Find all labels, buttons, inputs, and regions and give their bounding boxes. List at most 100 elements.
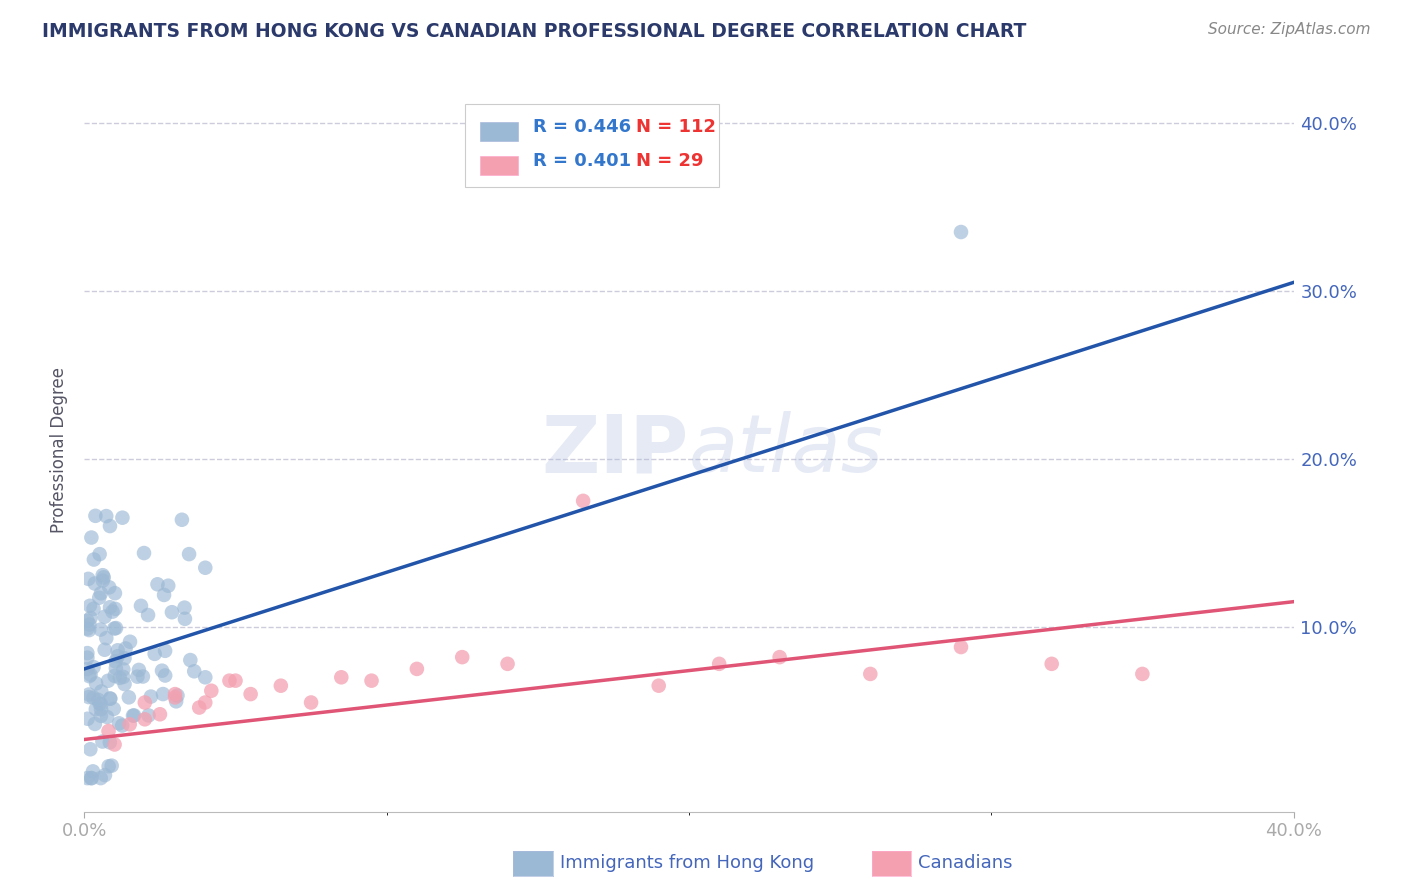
Point bbox=[104, 669, 127, 683]
Point bbox=[91, 574, 114, 588]
Point bbox=[98, 580, 121, 594]
Point bbox=[146, 577, 169, 591]
Point bbox=[139, 690, 162, 704]
Point bbox=[96, 631, 118, 645]
Text: atlas: atlas bbox=[689, 411, 884, 490]
Point bbox=[108, 671, 131, 685]
Point bbox=[77, 623, 100, 637]
Point bbox=[84, 676, 107, 690]
Point bbox=[134, 712, 156, 726]
Point bbox=[270, 679, 292, 693]
Point bbox=[153, 588, 176, 602]
Point bbox=[111, 718, 134, 732]
Point bbox=[76, 622, 98, 636]
Point bbox=[104, 661, 127, 675]
Point bbox=[76, 771, 98, 785]
Point bbox=[107, 643, 129, 657]
Point bbox=[97, 673, 120, 688]
Point bbox=[122, 708, 145, 723]
Point bbox=[83, 601, 105, 615]
Point bbox=[80, 531, 103, 545]
Point bbox=[76, 662, 98, 676]
Point bbox=[177, 547, 200, 561]
Point bbox=[103, 622, 125, 636]
Point bbox=[84, 702, 107, 716]
Point bbox=[149, 707, 172, 722]
Point bbox=[406, 662, 429, 676]
Point bbox=[157, 579, 180, 593]
Point bbox=[79, 599, 101, 613]
Point bbox=[91, 734, 114, 748]
Point bbox=[132, 546, 155, 560]
Point bbox=[166, 689, 188, 703]
Point bbox=[91, 568, 114, 582]
Point bbox=[76, 650, 98, 665]
Point bbox=[160, 605, 183, 619]
Point bbox=[77, 690, 100, 704]
Point bbox=[496, 657, 519, 671]
Point bbox=[572, 494, 595, 508]
Point bbox=[79, 667, 101, 681]
Point bbox=[194, 560, 217, 574]
Point bbox=[360, 673, 382, 688]
Point bbox=[89, 697, 111, 711]
Point bbox=[114, 677, 136, 691]
Point bbox=[950, 225, 973, 239]
Point bbox=[859, 667, 882, 681]
Point bbox=[97, 759, 120, 773]
Point bbox=[129, 599, 152, 613]
Point bbox=[132, 669, 155, 683]
Point bbox=[90, 623, 112, 637]
Point bbox=[83, 552, 105, 566]
Point bbox=[239, 687, 262, 701]
Point bbox=[179, 653, 201, 667]
Point bbox=[118, 717, 141, 731]
Point bbox=[96, 710, 118, 724]
Text: ZIP: ZIP bbox=[541, 411, 689, 490]
Point bbox=[76, 614, 98, 628]
Point bbox=[89, 591, 111, 605]
Point bbox=[93, 609, 115, 624]
Point bbox=[83, 660, 105, 674]
Point bbox=[79, 611, 101, 625]
Point bbox=[98, 691, 121, 706]
Point bbox=[165, 694, 187, 708]
Point bbox=[138, 708, 160, 723]
Point bbox=[111, 510, 134, 524]
Point bbox=[225, 673, 247, 688]
Point bbox=[101, 605, 124, 619]
Point bbox=[200, 683, 222, 698]
Point bbox=[93, 642, 115, 657]
Text: Source: ZipAtlas.com: Source: ZipAtlas.com bbox=[1208, 22, 1371, 37]
Point bbox=[98, 519, 121, 533]
Point bbox=[128, 663, 150, 677]
Point bbox=[84, 508, 107, 523]
Text: N = 112: N = 112 bbox=[636, 118, 716, 136]
Point bbox=[134, 696, 156, 710]
Point bbox=[152, 687, 174, 701]
FancyBboxPatch shape bbox=[465, 103, 720, 186]
Point bbox=[1130, 667, 1153, 681]
Point bbox=[108, 716, 131, 731]
Point bbox=[104, 586, 127, 600]
Point bbox=[100, 758, 122, 772]
Point bbox=[98, 735, 121, 749]
Text: IMMIGRANTS FROM HONG KONG VS CANADIAN PROFESSIONAL DEGREE CORRELATION CHART: IMMIGRANTS FROM HONG KONG VS CANADIAN PR… bbox=[42, 22, 1026, 41]
Point bbox=[93, 570, 115, 584]
Point bbox=[90, 684, 112, 698]
Point bbox=[950, 640, 973, 654]
Point bbox=[143, 647, 166, 661]
Point bbox=[98, 691, 121, 706]
Point bbox=[118, 690, 141, 705]
Point bbox=[709, 657, 731, 671]
Y-axis label: Professional Degree: Professional Degree bbox=[51, 368, 69, 533]
Point bbox=[82, 690, 104, 705]
Point bbox=[97, 724, 120, 739]
Point bbox=[153, 644, 176, 658]
Point bbox=[194, 696, 217, 710]
Point bbox=[150, 664, 173, 678]
Point bbox=[76, 712, 98, 726]
Point bbox=[94, 768, 117, 782]
Point bbox=[79, 742, 101, 756]
Text: R = 0.401: R = 0.401 bbox=[533, 152, 631, 169]
